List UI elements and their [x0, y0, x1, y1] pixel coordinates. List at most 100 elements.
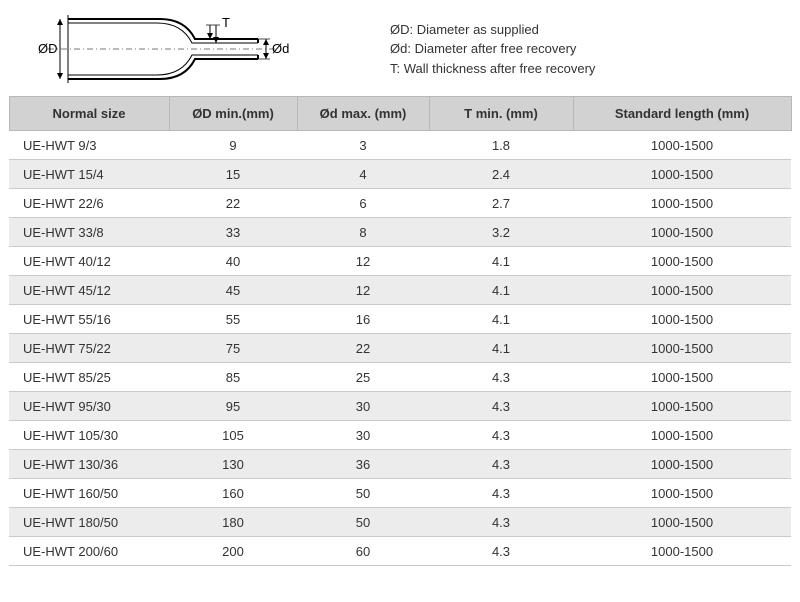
table-cell: 130 [169, 450, 297, 479]
col-normal-size: Normal size [9, 97, 169, 131]
table-cell: UE-HWT 15/4 [9, 160, 169, 189]
table-cell: 2.4 [429, 160, 573, 189]
table-cell: 1000-1500 [573, 131, 791, 160]
table-cell: 160 [169, 479, 297, 508]
col-od-max: Ød max. (mm) [297, 97, 429, 131]
table-cell: UE-HWT 22/6 [9, 189, 169, 218]
legend-line-3: T: Wall thickness after free recovery [390, 59, 780, 79]
table-cell: UE-HWT 180/50 [9, 508, 169, 537]
table-cell: 1000-1500 [573, 305, 791, 334]
table-row: UE-HWT 40/1240124.11000-1500 [9, 247, 791, 276]
table-cell: 33 [169, 218, 297, 247]
table-cell: 1000-1500 [573, 189, 791, 218]
col-standard-length: Standard length (mm) [573, 97, 791, 131]
table-cell: UE-HWT 9/3 [9, 131, 169, 160]
table-row: UE-HWT 9/3931.81000-1500 [9, 131, 791, 160]
table-cell: 9 [169, 131, 297, 160]
spec-table: Normal size ØD min.(mm) Ød max. (mm) T m… [9, 96, 792, 566]
table-cell: UE-HWT 33/8 [9, 218, 169, 247]
table-cell: 40 [169, 247, 297, 276]
table-cell: 200 [169, 537, 297, 566]
table-row: UE-HWT 55/1655164.11000-1500 [9, 305, 791, 334]
table-cell: 1000-1500 [573, 363, 791, 392]
table-body: UE-HWT 9/3931.81000-1500UE-HWT 15/41542.… [9, 131, 791, 566]
table-cell: 1000-1500 [573, 421, 791, 450]
table-cell: 75 [169, 334, 297, 363]
table-cell: 4.3 [429, 421, 573, 450]
table-head: Normal size ØD min.(mm) Ød max. (mm) T m… [9, 97, 791, 131]
table-cell: 1000-1500 [573, 334, 791, 363]
table-row: UE-HWT 75/2275224.11000-1500 [9, 334, 791, 363]
table-row: UE-HWT 85/2585254.31000-1500 [9, 363, 791, 392]
table-cell: 60 [297, 537, 429, 566]
legend-line-2: Ød: Diameter after free recovery [390, 39, 780, 59]
table-cell: 1.8 [429, 131, 573, 160]
table-row: UE-HWT 95/3095304.31000-1500 [9, 392, 791, 421]
table-row: UE-HWT 200/60200604.31000-1500 [9, 537, 791, 566]
table-cell: 105 [169, 421, 297, 450]
table-cell: 6 [297, 189, 429, 218]
col-t-min: T min. (mm) [429, 97, 573, 131]
table-cell: 1000-1500 [573, 537, 791, 566]
table-cell: UE-HWT 75/22 [9, 334, 169, 363]
table-cell: 1000-1500 [573, 247, 791, 276]
table-cell: UE-HWT 55/16 [9, 305, 169, 334]
table-cell: 85 [169, 363, 297, 392]
table-cell: 2.7 [429, 189, 573, 218]
table-cell: 36 [297, 450, 429, 479]
label-OD: ØD [38, 41, 58, 56]
table-row: UE-HWT 45/1245124.11000-1500 [9, 276, 791, 305]
table-row: UE-HWT 105/30105304.31000-1500 [9, 421, 791, 450]
table-cell: 4.1 [429, 247, 573, 276]
table-cell: 1000-1500 [573, 392, 791, 421]
table-row: UE-HWT 180/50180504.31000-1500 [9, 508, 791, 537]
table-cell: 3.2 [429, 218, 573, 247]
label-T: T [222, 15, 230, 30]
table-row: UE-HWT 22/62262.71000-1500 [9, 189, 791, 218]
table-cell: 22 [297, 334, 429, 363]
table-cell: 1000-1500 [573, 450, 791, 479]
table-cell: 50 [297, 479, 429, 508]
table-row: UE-HWT 160/50160504.31000-1500 [9, 479, 791, 508]
table-cell: UE-HWT 130/36 [9, 450, 169, 479]
table-cell: 1000-1500 [573, 218, 791, 247]
top-section: ØD Ød T ØD: Diameter as supplied Ød: Dia… [0, 0, 800, 96]
table-cell: 15 [169, 160, 297, 189]
table-cell: 30 [297, 421, 429, 450]
table-cell: 1000-1500 [573, 508, 791, 537]
table-row: UE-HWT 130/36130364.31000-1500 [9, 450, 791, 479]
table-cell: 8 [297, 218, 429, 247]
table-cell: 4.3 [429, 450, 573, 479]
legend-line-1: ØD: Diameter as supplied [390, 20, 780, 40]
tube-diagram: ØD Ød T [20, 11, 300, 87]
table-cell: 1000-1500 [573, 276, 791, 305]
table-cell: 25 [297, 363, 429, 392]
col-od-min: ØD min.(mm) [169, 97, 297, 131]
table-cell: 180 [169, 508, 297, 537]
diagram-svg: ØD Ød T [30, 11, 290, 87]
table-cell: UE-HWT 40/12 [9, 247, 169, 276]
table-row: UE-HWT 15/41542.41000-1500 [9, 160, 791, 189]
table-cell: 4.3 [429, 537, 573, 566]
table-cell: 22 [169, 189, 297, 218]
table-cell: 12 [297, 247, 429, 276]
table-cell: UE-HWT 45/12 [9, 276, 169, 305]
table-cell: 4 [297, 160, 429, 189]
table-cell: 3 [297, 131, 429, 160]
table-cell: UE-HWT 105/30 [9, 421, 169, 450]
legend: ØD: Diameter as supplied Ød: Diameter af… [300, 20, 780, 79]
table-cell: 12 [297, 276, 429, 305]
table-cell: 4.3 [429, 479, 573, 508]
table-cell: 4.3 [429, 392, 573, 421]
label-Od: Ød [272, 41, 289, 56]
table-cell: 55 [169, 305, 297, 334]
table-cell: 50 [297, 508, 429, 537]
table-cell: 1000-1500 [573, 160, 791, 189]
table-cell: 95 [169, 392, 297, 421]
table-cell: 4.1 [429, 276, 573, 305]
table-cell: UE-HWT 95/30 [9, 392, 169, 421]
table-row: UE-HWT 33/83383.21000-1500 [9, 218, 791, 247]
table-cell: 1000-1500 [573, 479, 791, 508]
table-cell: 4.1 [429, 305, 573, 334]
table-cell: 4.3 [429, 363, 573, 392]
